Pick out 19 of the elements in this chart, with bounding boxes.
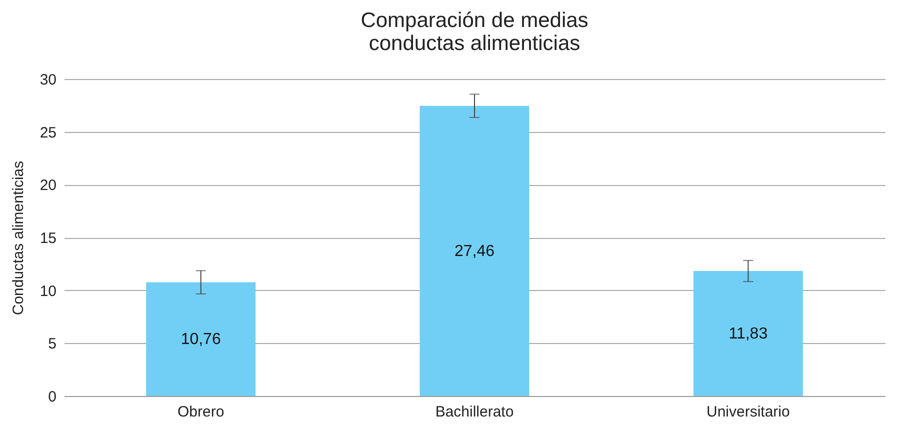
bar	[146, 282, 256, 396]
y-tick-label: 30	[40, 72, 56, 88]
y-tick-label: 20	[40, 177, 56, 194]
y-tick-label: 10	[40, 282, 56, 300]
data-label: 11,83	[728, 326, 768, 342]
y-tick-label: 15	[40, 230, 56, 247]
text: conductas alimenticias	[368, 32, 580, 55]
data-label: 10,76	[180, 331, 221, 348]
bar	[693, 270, 803, 396]
data-label: 27,46	[454, 242, 495, 260]
y-axis-title: Conductas alimenticias	[10, 160, 27, 316]
y-tick-label: 0	[48, 388, 56, 406]
x-tick-label: Bachillerato	[435, 404, 514, 420]
text: Comparación de medias	[360, 9, 588, 32]
bar	[420, 106, 530, 396]
x-tick-label: Obrero	[177, 404, 224, 420]
x-tick-label: Universitario	[706, 404, 790, 420]
y-tick-label: 5	[48, 336, 56, 353]
y-tick-label: 25	[40, 124, 56, 142]
